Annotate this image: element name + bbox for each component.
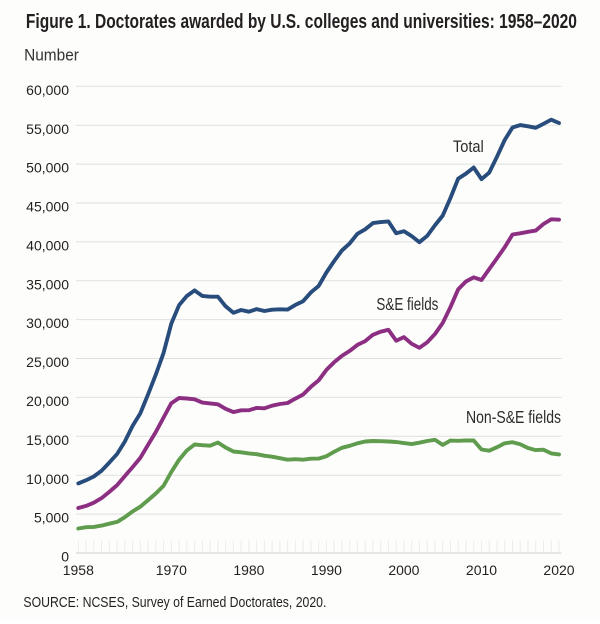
svg-text:S&E fields: S&E fields bbox=[376, 294, 438, 314]
svg-text:1970: 1970 bbox=[156, 562, 187, 578]
svg-text:0: 0 bbox=[61, 549, 69, 565]
svg-text:60,000: 60,000 bbox=[26, 82, 69, 98]
svg-text:Non-S&E fields: Non-S&E fields bbox=[466, 407, 561, 427]
svg-text:2000: 2000 bbox=[388, 562, 419, 578]
svg-text:1958: 1958 bbox=[63, 562, 94, 578]
svg-text:55,000: 55,000 bbox=[26, 121, 69, 137]
svg-text:35,000: 35,000 bbox=[26, 276, 69, 292]
svg-text:25,000: 25,000 bbox=[26, 354, 69, 370]
svg-text:15,000: 15,000 bbox=[26, 432, 69, 448]
svg-text:Number: Number bbox=[24, 45, 79, 64]
svg-text:Total: Total bbox=[453, 137, 484, 156]
svg-text:SOURCE: NCSES, Survey of Earne: SOURCE: NCSES, Survey of Earned Doctorat… bbox=[23, 594, 326, 611]
svg-text:20,000: 20,000 bbox=[26, 393, 69, 409]
svg-text:5,000: 5,000 bbox=[34, 510, 69, 526]
svg-text:10,000: 10,000 bbox=[26, 471, 69, 487]
svg-text:40,000: 40,000 bbox=[26, 238, 69, 254]
svg-text:50,000: 50,000 bbox=[26, 160, 69, 176]
svg-text:1980: 1980 bbox=[233, 562, 264, 578]
svg-text:Figure 1. Doctorates awarded b: Figure 1. Doctorates awarded by U.S. col… bbox=[26, 11, 577, 33]
svg-text:45,000: 45,000 bbox=[26, 199, 69, 215]
svg-text:2020: 2020 bbox=[543, 562, 574, 578]
svg-text:1990: 1990 bbox=[311, 562, 342, 578]
svg-text:30,000: 30,000 bbox=[26, 315, 69, 331]
svg-text:2010: 2010 bbox=[466, 562, 497, 578]
